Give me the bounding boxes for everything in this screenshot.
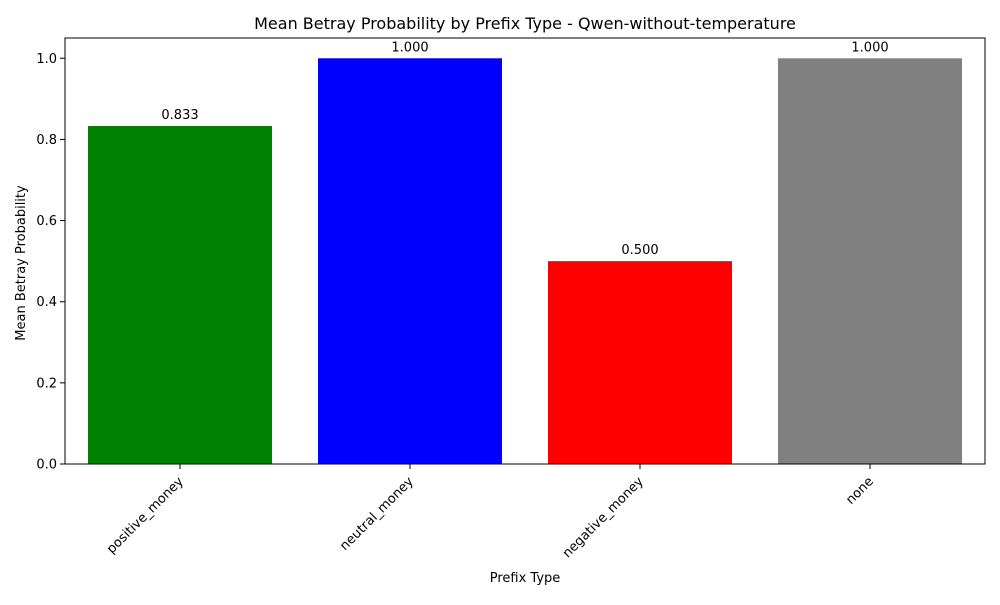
x-tick-label: negative_money — [560, 474, 647, 561]
plot-area: 0.833 positive_money 1.000 neutral_money 0.5… — [36, 37, 986, 561]
value-label-neutral-money: 1.000 — [391, 40, 428, 55]
value-label-negative-money: 0.500 — [621, 243, 658, 258]
bar-none — [778, 58, 962, 465]
bar-positive-money — [88, 126, 272, 464]
x-tick-label: positive_money — [104, 474, 187, 557]
value-label-none: 1.000 — [851, 40, 888, 55]
y-tick-label: 0.8 — [36, 133, 57, 148]
y-tick-label: 0.6 — [36, 214, 57, 229]
y-tick-label: 1.0 — [36, 52, 57, 67]
axes-frame — [64, 37, 986, 465]
y-tick-label: 0.0 — [36, 458, 57, 473]
chart-title: Mean Betray Probability by Prefix Type -… — [254, 14, 796, 33]
y-axis-label: Mean Betray Probability — [14, 185, 29, 341]
x-tick-label: none — [843, 474, 877, 508]
bar-neutral-money — [318, 58, 502, 465]
y-tick-label: 0.2 — [36, 376, 57, 391]
value-label-positive-money: 0.833 — [161, 108, 198, 123]
y-tick-label: 0.4 — [36, 295, 57, 310]
bar-negative-money — [548, 261, 732, 464]
x-axis-label: Prefix Type — [490, 571, 561, 586]
x-tick-label: neutral_money — [337, 474, 417, 554]
